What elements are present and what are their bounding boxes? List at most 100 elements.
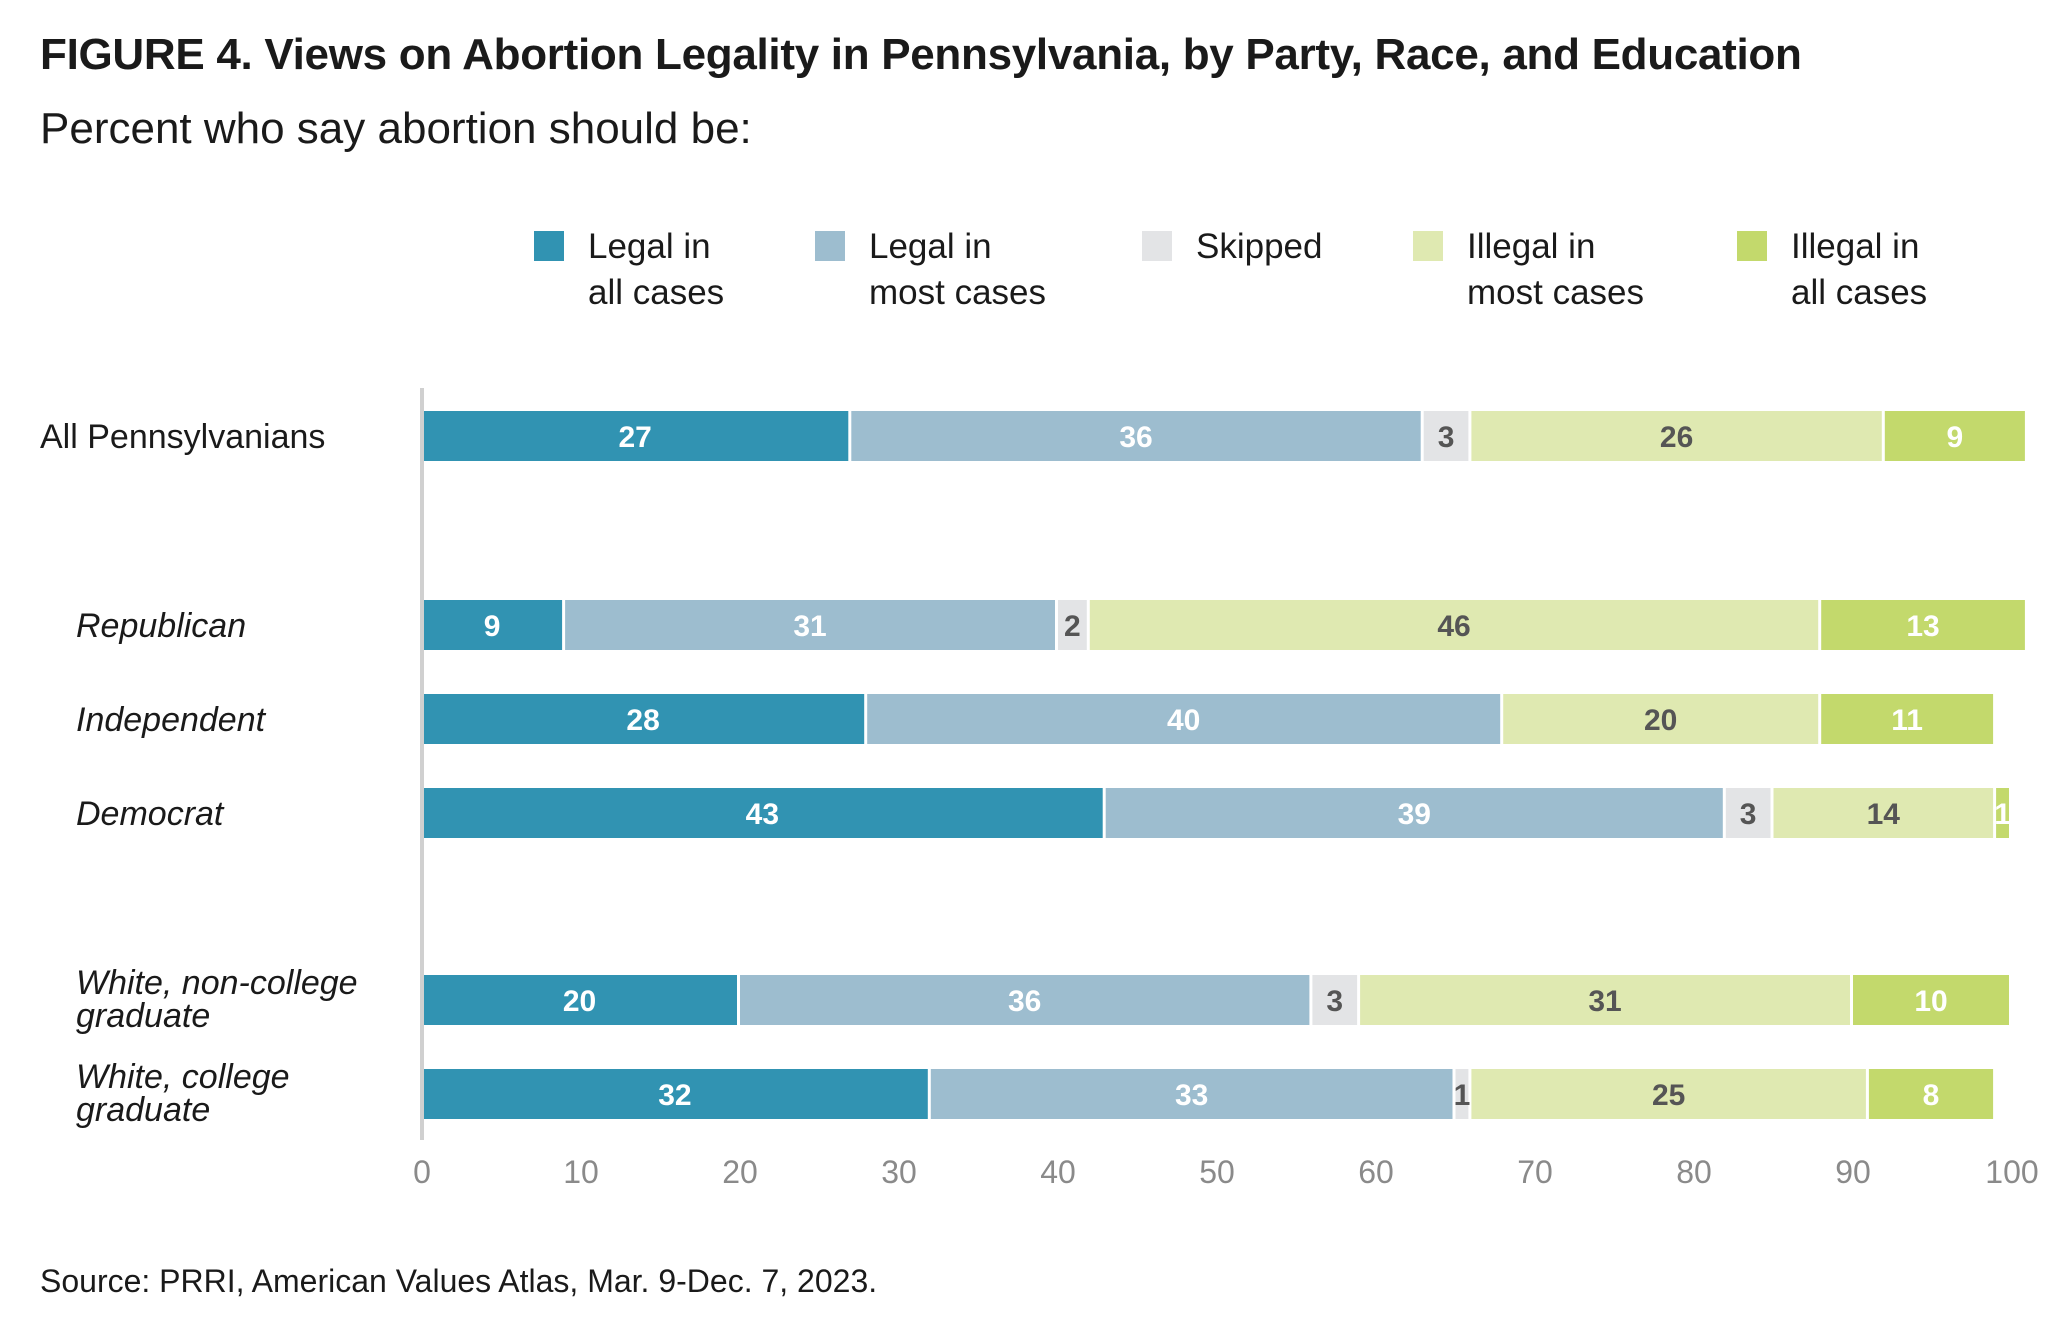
data-label: 40	[1167, 704, 1200, 737]
bar-segment	[1105, 788, 1723, 838]
chart-subtitle: Percent who say abortion should be:	[40, 104, 752, 153]
category-label: All Pennsylvanians	[40, 418, 325, 456]
legend-label: Illegal in all cases	[1791, 227, 1927, 312]
data-label: 3	[1438, 421, 1455, 454]
bar-segment	[422, 788, 1103, 838]
x-axis: 0 10 20 30 40 50 60 70 80 90 100	[413, 388, 2039, 1190]
data-label: 28	[626, 704, 659, 737]
bar-segment	[1089, 600, 1819, 650]
bar-segment	[565, 600, 1055, 650]
category-label: White, college graduate	[76, 1058, 290, 1129]
data-label: 39	[1398, 798, 1431, 831]
legend-swatch	[1142, 231, 1172, 261]
data-label: 31	[793, 610, 826, 643]
bar-segment	[1503, 694, 1819, 744]
bar-row: 43 39 3 14 1	[422, 788, 2011, 838]
bar-segment	[1821, 694, 1994, 744]
x-tick-label: 30	[881, 1154, 917, 1190]
data-label: 43	[746, 798, 779, 831]
bar-segment	[1868, 1069, 1994, 1119]
bar-row: 9 31 2 46 13	[422, 600, 2025, 650]
data-label: 14	[1867, 798, 1901, 831]
data-label: 9	[484, 610, 501, 643]
bar-segment	[1360, 975, 1850, 1025]
x-tick-label: 70	[1517, 1154, 1553, 1190]
bar-segment	[1455, 1069, 1469, 1119]
bar-segment	[1312, 975, 1358, 1025]
x-tick-label: 50	[1199, 1154, 1235, 1190]
category-labels: All Pennsylvanians Republican Independent D…	[40, 418, 358, 1129]
data-label: 36	[1119, 421, 1152, 454]
legend-swatch	[1413, 231, 1443, 261]
bar-segment	[867, 694, 1501, 744]
bar-segment	[422, 1069, 928, 1119]
data-label: 3	[1740, 798, 1757, 831]
legend-swatch	[1737, 231, 1767, 261]
legend-item: Illegal in most cases	[1413, 227, 1644, 312]
category-label: Independent	[76, 701, 267, 739]
legend-swatch	[815, 231, 845, 261]
chart-title: FIGURE 4. Views on Abortion Legality in …	[40, 30, 1802, 79]
category-label: Republican	[76, 607, 246, 645]
legend-item: Legal in most cases	[815, 227, 1046, 312]
bar-segment	[1725, 788, 1771, 838]
data-label: 8	[1923, 1079, 1940, 1112]
data-label: 3	[1326, 985, 1343, 1018]
bar-segment	[422, 411, 849, 461]
legend-label: Illegal in most cases	[1467, 227, 1644, 312]
bar-row: 32 33 1 25 8	[422, 1069, 1994, 1119]
bar-segment	[1058, 600, 1087, 650]
bar-segment	[422, 975, 737, 1025]
data-label: 20	[1644, 704, 1677, 737]
data-label: 9	[1947, 421, 1964, 454]
bar-row: 20 36 3 31 10	[422, 975, 2009, 1025]
bar-segment	[930, 1069, 1453, 1119]
data-label: 11	[1891, 704, 1923, 737]
bar-row: 27 36 3 26 9	[422, 411, 2025, 461]
x-tick-label: 90	[1835, 1154, 1871, 1190]
data-label: 1	[1454, 1079, 1471, 1112]
legend-label: Skipped	[1196, 227, 1322, 266]
data-label: 26	[1660, 421, 1693, 454]
category-label: White, non-college graduate	[76, 964, 358, 1035]
legend-item: Legal in all cases	[534, 227, 724, 312]
bar-segment	[1471, 1069, 1866, 1119]
source-note: Source: PRRI, American Values Atlas, Mar…	[40, 1263, 878, 1299]
legend-item: Illegal in all cases	[1737, 227, 1927, 312]
data-label: 10	[1914, 985, 1947, 1018]
x-tick-label: 60	[1358, 1154, 1394, 1190]
x-tick-label: 80	[1676, 1154, 1712, 1190]
bar-segment	[1996, 788, 2009, 838]
bar-segment	[1773, 788, 1994, 838]
data-label: 33	[1175, 1079, 1208, 1112]
bar-row: 28 40 20 11	[422, 694, 1994, 744]
bar-segment	[1471, 411, 1882, 461]
legend-item: Skipped	[1142, 227, 1322, 266]
x-tick-label: 10	[563, 1154, 599, 1190]
legend-label: Legal in most cases	[869, 227, 1046, 312]
data-label: 46	[1437, 610, 1470, 643]
legend: Legal in all cases Legal in most cases Skipp…	[534, 227, 1927, 312]
data-label: 25	[1652, 1079, 1685, 1112]
data-label: 31	[1588, 985, 1621, 1018]
data-label: 13	[1906, 610, 1939, 643]
x-tick-label: 20	[722, 1154, 758, 1190]
bar-segment	[1821, 600, 2025, 650]
legend-swatch	[534, 231, 564, 261]
x-tick-label: 0	[413, 1154, 431, 1190]
category-label: Democrat	[76, 795, 225, 833]
bar-segment	[740, 975, 1310, 1025]
data-label: 20	[563, 985, 596, 1018]
data-label: 1	[1994, 798, 2011, 831]
data-label: 32	[658, 1079, 691, 1112]
x-tick-label: 40	[1040, 1154, 1076, 1190]
data-label: 27	[618, 421, 651, 454]
bar-segment	[1423, 411, 1469, 461]
bar-segment	[422, 600, 563, 650]
bar-segment	[851, 411, 1421, 461]
bar-segment	[422, 694, 865, 744]
bar-segment	[1884, 411, 2025, 461]
data-label: 2	[1064, 610, 1081, 643]
x-tick-label: 100	[1985, 1154, 2038, 1190]
